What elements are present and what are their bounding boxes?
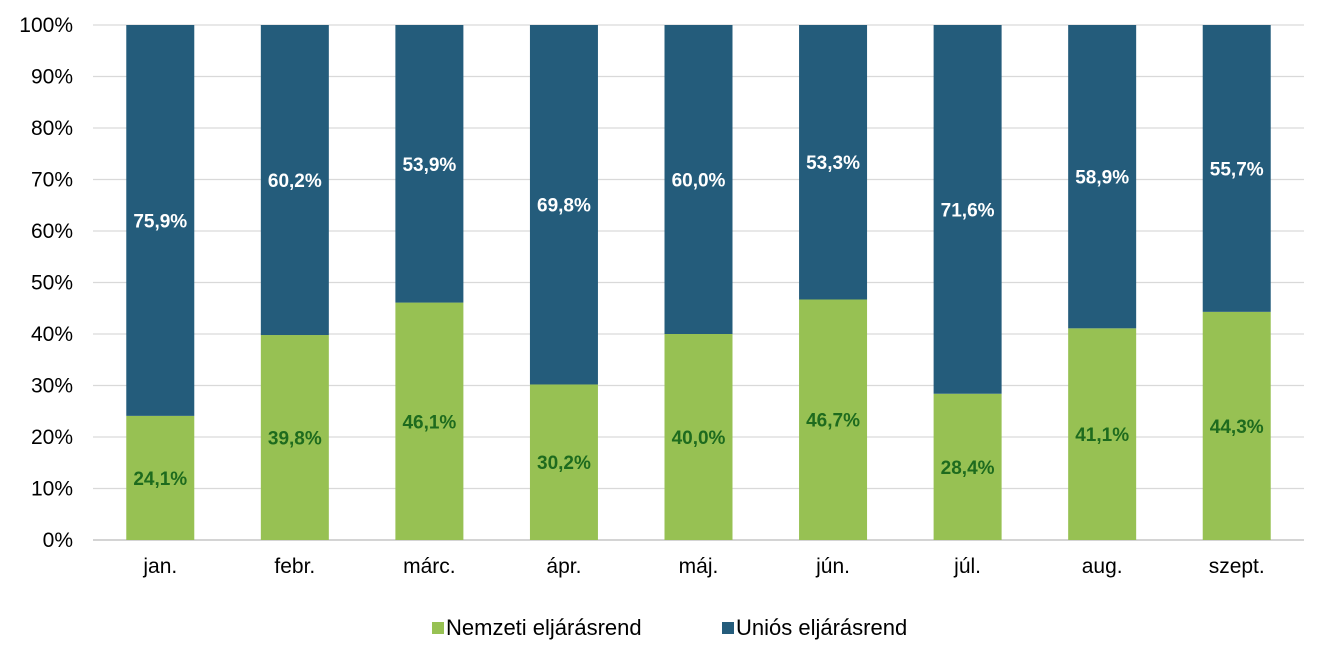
y-tick-label: 30% <box>31 375 73 398</box>
y-tick-label: 10% <box>31 478 73 501</box>
data-label: 24,1% <box>133 469 187 490</box>
bar-segment <box>933 393 1002 540</box>
y-tick-label: 90% <box>31 66 73 89</box>
x-tick-label: júl. <box>953 555 981 578</box>
data-label: 53,9% <box>402 155 456 176</box>
data-label: 28,4% <box>941 458 995 479</box>
x-tick-label: aug. <box>1082 555 1123 578</box>
bar-segment <box>799 25 868 300</box>
legend-label: Uniós eljárásrend <box>736 615 907 640</box>
bar-segment <box>260 25 329 336</box>
bar-segment <box>664 334 733 540</box>
data-label: 53,3% <box>806 153 860 174</box>
x-tick-label: jan. <box>142 555 177 578</box>
bar-segment <box>1068 25 1137 329</box>
data-label: 30,2% <box>537 453 591 474</box>
y-axis-ticks: 0% 10% 20% 30% 40% 50% 60% 70% 80% 90% 100% <box>19 14 73 552</box>
y-tick-label: 60% <box>31 220 73 243</box>
data-labels: 24,1% 75,9% 39,8% 60,2% 46,1% 53,9% 30,2% 69,8%… <box>133 153 1263 490</box>
data-label: 40,0% <box>672 428 726 449</box>
y-tick-label: 0% <box>43 529 73 552</box>
y-tick-label: 40% <box>31 323 73 346</box>
bar-segment <box>1202 311 1271 540</box>
data-label: 44,3% <box>1210 417 1264 438</box>
x-tick-label: febr. <box>274 555 315 578</box>
data-label: 69,8% <box>537 196 591 217</box>
y-tick-label: 70% <box>31 169 73 192</box>
bar-segment <box>260 335 329 540</box>
y-tick-label: 20% <box>31 426 73 449</box>
bar-segment <box>933 25 1002 394</box>
bar-segment <box>395 25 464 303</box>
data-label: 60,2% <box>268 171 322 192</box>
bar-segment <box>126 25 195 416</box>
legend-swatch <box>722 622 734 634</box>
bars <box>126 25 1271 540</box>
bar-segment <box>395 302 464 540</box>
bar-segment <box>664 25 733 334</box>
y-tick-label: 100% <box>19 14 73 37</box>
data-label: 55,7% <box>1210 159 1264 180</box>
x-tick-label: márc. <box>403 555 456 578</box>
bar-segment <box>799 299 868 540</box>
y-tick-label: 50% <box>31 272 73 295</box>
data-label: 46,1% <box>402 412 456 433</box>
x-tick-label: máj. <box>679 555 719 578</box>
y-tick-label: 80% <box>31 117 73 140</box>
bar-segment <box>529 384 598 540</box>
data-label: 60,0% <box>672 171 726 192</box>
data-label: 71,6% <box>941 200 995 221</box>
data-label: 46,7% <box>806 411 860 432</box>
bar-segment <box>1202 25 1271 312</box>
data-label: 58,9% <box>1075 168 1129 189</box>
x-tick-label: szept. <box>1209 555 1265 578</box>
bar-segment <box>529 25 598 385</box>
x-tick-label: jún. <box>815 555 850 578</box>
data-label: 75,9% <box>133 211 187 232</box>
bar-segment <box>126 415 195 540</box>
bar-segment <box>1068 328 1137 540</box>
x-axis-ticks: jan. febr. márc. ápr. máj. jún. júl. aug. szept. <box>142 555 1264 578</box>
legend-label: Nemzeti eljárásrend <box>446 615 642 640</box>
x-tick-label: ápr. <box>546 555 581 578</box>
data-label: 41,1% <box>1075 425 1129 446</box>
legend: Nemzeti eljárásrend Uniós eljárásrend <box>432 615 907 640</box>
data-label: 39,8% <box>268 429 322 450</box>
legend-swatch <box>432 622 444 634</box>
